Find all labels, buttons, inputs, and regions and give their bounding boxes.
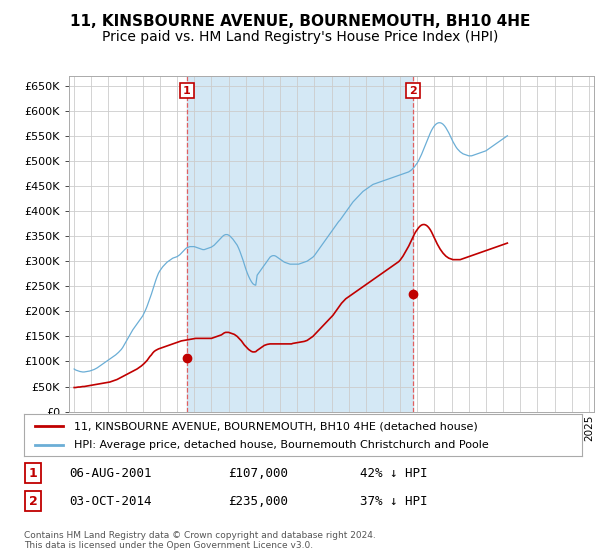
Text: HPI: Average price, detached house, Bournemouth Christchurch and Poole: HPI: Average price, detached house, Bour… bbox=[74, 440, 489, 450]
Text: £107,000: £107,000 bbox=[228, 466, 288, 480]
Text: Contains HM Land Registry data © Crown copyright and database right 2024.
This d: Contains HM Land Registry data © Crown c… bbox=[24, 531, 376, 550]
Bar bbox=[187, 76, 413, 412]
Text: 2: 2 bbox=[29, 494, 37, 508]
Text: 03-OCT-2014: 03-OCT-2014 bbox=[69, 494, 151, 508]
Text: 06-AUG-2001: 06-AUG-2001 bbox=[69, 466, 151, 480]
Text: 1: 1 bbox=[183, 86, 191, 96]
Text: Price paid vs. HM Land Registry's House Price Index (HPI): Price paid vs. HM Land Registry's House … bbox=[102, 30, 498, 44]
Text: 11, KINSBOURNE AVENUE, BOURNEMOUTH, BH10 4HE: 11, KINSBOURNE AVENUE, BOURNEMOUTH, BH10… bbox=[70, 14, 530, 29]
Text: 11, KINSBOURNE AVENUE, BOURNEMOUTH, BH10 4HE (detached house): 11, KINSBOURNE AVENUE, BOURNEMOUTH, BH10… bbox=[74, 421, 478, 431]
Text: 2: 2 bbox=[409, 86, 417, 96]
Text: £235,000: £235,000 bbox=[228, 494, 288, 508]
Text: 42% ↓ HPI: 42% ↓ HPI bbox=[360, 466, 427, 480]
Text: 37% ↓ HPI: 37% ↓ HPI bbox=[360, 494, 427, 508]
Text: 1: 1 bbox=[29, 466, 37, 480]
